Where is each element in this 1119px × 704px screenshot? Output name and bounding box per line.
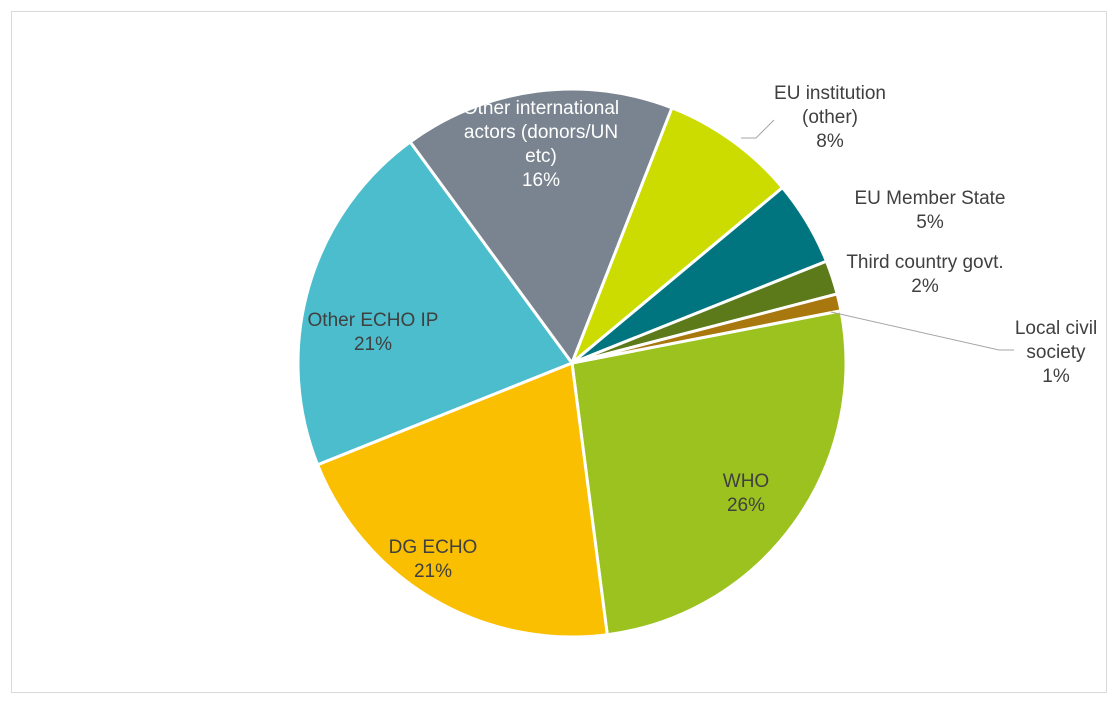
slice-label-eu-institution-other: EU institution (other) <box>774 83 886 128</box>
pie-chart: WHO 26% DG ECHO 21% Other ECHO IP 21% Other in… <box>296 83 1098 639</box>
slice-value-third-country-govt: 2% <box>911 276 939 297</box>
slice-value-other-echo-ip: 21% <box>354 334 392 355</box>
pie-slice-dg-echo <box>316 361 609 639</box>
slice-value-other-international-actors-donors-un-etc: 16% <box>522 170 560 191</box>
slice-labels: WHO 26% DG ECHO 21% Other ECHO IP 21% Other in… <box>308 83 1098 582</box>
slice-label-third-country-govt: Third country govt. <box>846 252 1003 273</box>
slice-value-local-civil-society: 1% <box>1042 366 1070 387</box>
pie-slice-local-civil-society <box>570 292 843 365</box>
pie-slice-other-echo-ip <box>296 140 574 467</box>
slice-label-other-echo-ip: Other ECHO IP <box>308 310 439 331</box>
slice-label-who: WHO <box>723 471 769 492</box>
leader-line-local-civil-society <box>830 311 1014 351</box>
slice-value-eu-member-state: 5% <box>916 212 944 233</box>
pie-slice-eu-institution-other <box>570 106 785 365</box>
pie-slice-who <box>570 309 848 637</box>
slice-label-eu-member-state: EU Member State <box>855 188 1006 209</box>
slice-value-dg-echo: 21% <box>414 561 452 582</box>
pie-slices <box>296 87 848 639</box>
slice-value-eu-institution-other: 8% <box>816 131 844 152</box>
pie-slice-other-international-actors-donors-un-etc <box>408 87 674 365</box>
leader-line-eu-institution-other <box>741 119 775 139</box>
slice-value-who: 26% <box>727 495 765 516</box>
chart-area: WHO 26% DG ECHO 21% Other ECHO IP 21% Other in… <box>11 11 1107 693</box>
slice-label-dg-echo: DG ECHO <box>389 537 478 558</box>
slice-label-local-civil-society: Local civil society <box>1015 318 1097 363</box>
slice-label-other-international-actors-donors-un-etc: Other international actors (donors/UN etc) <box>463 98 619 167</box>
leader-lines <box>741 119 1014 351</box>
